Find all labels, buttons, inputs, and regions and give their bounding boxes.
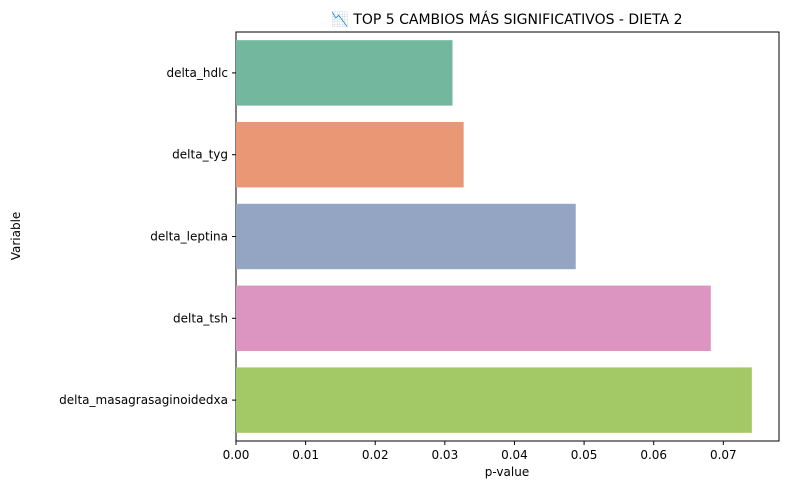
x-tick-label: 0.02 xyxy=(362,448,389,462)
x-tick-label: 0.06 xyxy=(640,448,667,462)
x-tick-label: 0.00 xyxy=(223,448,250,462)
y-tick-label: delta_masagrasaginoidedxa xyxy=(59,393,228,407)
y-axis-ticks: delta_hdlc delta_tyg delta_leptina delta_ts… xyxy=(59,66,236,407)
x-axis-label: p-value xyxy=(485,465,529,479)
bar-delta_masagrasaginoidedxa xyxy=(236,367,752,433)
y-tick-label: delta_tyg xyxy=(172,148,228,162)
x-tick-label: 0.04 xyxy=(501,448,528,462)
x-tick-label: 0.05 xyxy=(571,448,598,462)
y-tick-label: delta_hdlc xyxy=(166,66,228,80)
chart-title: 📉 TOP 5 CAMBIOS MÁS SIGNIFICATIVOS - DIE… xyxy=(331,11,682,28)
bar-delta_tsh xyxy=(236,285,711,352)
x-tick-label: 0.03 xyxy=(431,448,458,462)
bars xyxy=(236,40,752,433)
bar-delta_leptina xyxy=(236,203,576,270)
y-axis-label: Variable xyxy=(9,212,23,261)
bar-delta_tyg xyxy=(236,121,464,188)
y-tick-label: delta_leptina xyxy=(150,230,228,244)
y-tick-label: delta_tsh xyxy=(173,311,228,325)
x-tick-label: 0.07 xyxy=(710,448,737,462)
x-axis-ticks: 0.00 0.01 0.02 0.03 0.04 0.05 0.06 0.07 xyxy=(223,441,737,462)
x-tick-label: 0.01 xyxy=(292,448,319,462)
bar-delta_hdlc xyxy=(236,40,453,106)
